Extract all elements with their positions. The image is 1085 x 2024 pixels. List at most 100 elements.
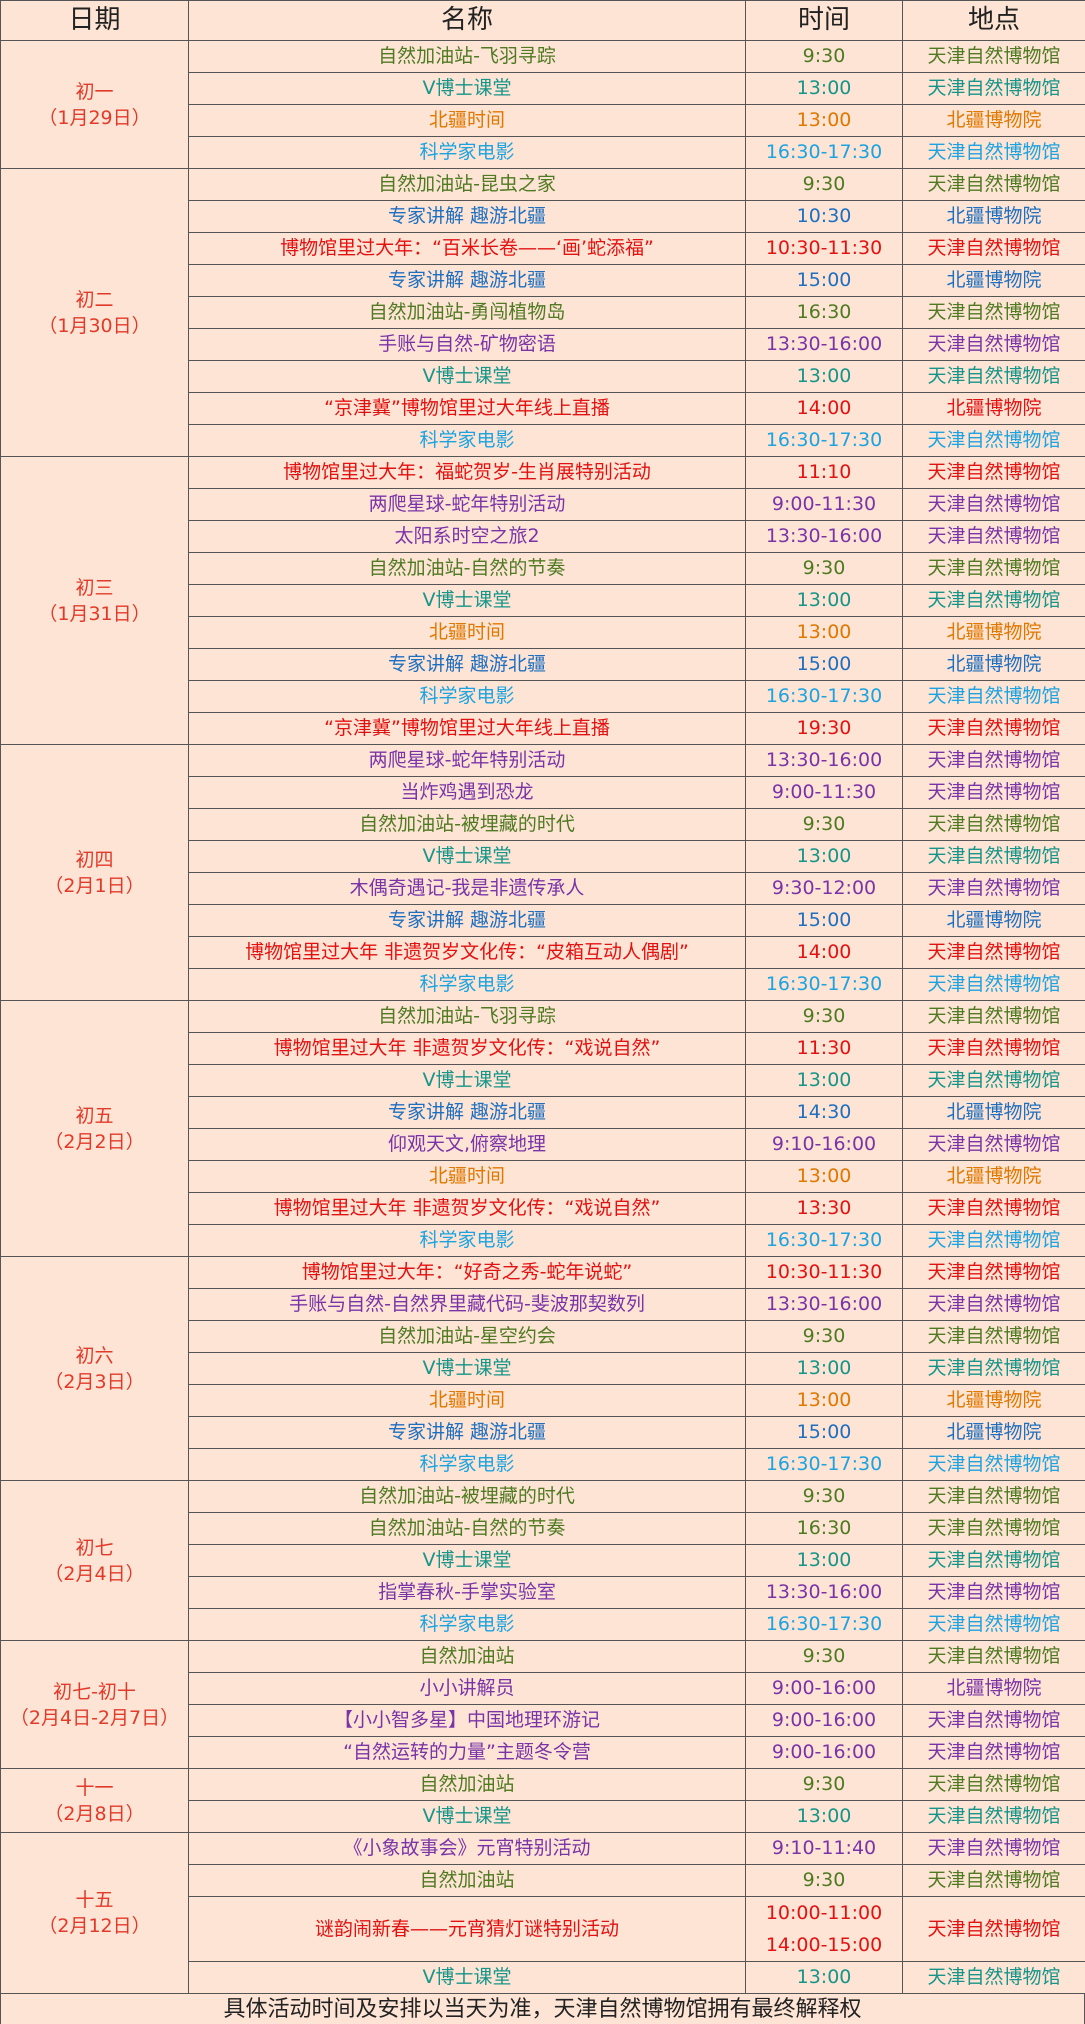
activity-place: 北疆博物院 — [902, 904, 1085, 937]
schedule-row: 科学家电影 16:30-17:30 天津自然博物馆 — [1, 1224, 1085, 1257]
activity-name: 《小象故事会》元宵特别活动 — [188, 1832, 746, 1865]
date-cell: 初二 （1月30日） — [0, 168, 189, 457]
activity-name: 手账与自然-自然界里藏代码-斐波那契数列 — [188, 1288, 746, 1321]
activity-time: 9:10-11:40 — [745, 1832, 903, 1865]
activity-place: 天津自然博物馆 — [902, 968, 1085, 1001]
activity-place: 天津自然博物馆 — [902, 1608, 1085, 1641]
date-label: 初四 — [75, 848, 114, 871]
activity-name: 【小小智多星】中国地理环游记 — [188, 1704, 746, 1737]
date-cell: 初七-初十 （2月4日-2月7日） — [0, 1640, 189, 1769]
schedule-row: 科学家电影 16:30-17:30 天津自然博物馆 — [1, 1448, 1085, 1481]
activity-place: 天津自然博物馆 — [902, 520, 1085, 553]
date-sub-label: （2月3日） — [44, 1370, 145, 1393]
schedule-row: 北疆时间 13:00 北疆博物院 — [1, 616, 1085, 649]
schedule-row: “京津冀”博物馆里过大年线上直播 14:00 北疆博物院 — [1, 392, 1085, 425]
date-sub-label: （2月1日） — [44, 874, 145, 897]
activity-place: 天津自然博物馆 — [902, 584, 1085, 617]
activity-place: 天津自然博物馆 — [902, 776, 1085, 809]
activity-name: 自然加油站 — [188, 1640, 746, 1673]
activity-place: 天津自然博物馆 — [902, 1961, 1085, 1994]
activity-place: 天津自然博物馆 — [902, 1704, 1085, 1737]
schedule-row: “京津冀”博物馆里过大年线上直播 19:30 天津自然博物馆 — [1, 712, 1085, 745]
activity-place: 天津自然博物馆 — [902, 712, 1085, 745]
activity-time: 9:30 — [745, 1864, 903, 1897]
activity-place: 北疆博物院 — [902, 1416, 1085, 1449]
activity-name: 手账与自然-矿物密语 — [188, 328, 746, 361]
activity-time: 13:00 — [745, 616, 903, 649]
schedule-row: 博物馆里过大年 非遗贺岁文化传：“皮箱互动人偶剧” 14:00 天津自然博物馆 — [1, 936, 1085, 969]
date-sub-label: （2月4日） — [44, 1562, 145, 1585]
activity-time: 11:30 — [745, 1032, 903, 1065]
activity-name: 木偶奇遇记-我是非遗传承人 — [188, 872, 746, 905]
activity-place: 北疆博物院 — [902, 648, 1085, 681]
schedule-row: 专家讲解 趣游北疆 15:00 北疆博物院 — [1, 264, 1085, 297]
header-row: 日期 名称 时间 地点 — [0, 0, 1085, 41]
activity-name: V博士课堂 — [188, 1961, 746, 1994]
activity-name: 博物馆里过大年：“百米长卷——‘画’蛇添福” — [188, 232, 746, 265]
activity-place: 天津自然博物馆 — [902, 1064, 1085, 1097]
activity-time: 15:00 — [745, 648, 903, 681]
activity-time: 13:30-16:00 — [745, 744, 903, 777]
activity-time: 14:30 — [745, 1096, 903, 1129]
activity-name: 博物馆里过大年 非遗贺岁文化传：“皮箱互动人偶剧” — [188, 936, 746, 969]
date-cell: 十一 （2月8日） — [0, 1768, 189, 1833]
activity-time: 9:30 — [745, 1000, 903, 1033]
activity-place: 天津自然博物馆 — [902, 1256, 1085, 1289]
activity-place: 天津自然博物馆 — [902, 456, 1085, 489]
date-sub-label: （2月2日） — [44, 1130, 145, 1153]
schedule-row: 博物馆里过大年 非遗贺岁文化传：“戏说自然” 11:30 天津自然博物馆 — [1, 1032, 1085, 1065]
activity-name: 小小讲解员 — [188, 1672, 746, 1705]
activity-place: 北疆博物院 — [902, 392, 1085, 425]
activity-place: 天津自然博物馆 — [902, 328, 1085, 361]
activity-time: 10:00-11:00 14:00-15:00 — [745, 1896, 903, 1962]
schedule-row: 专家讲解 趣游北疆 10:30 北疆博物院 — [1, 200, 1085, 233]
activity-time: 13:00 — [745, 1384, 903, 1417]
header-cell: 名称 — [188, 0, 746, 41]
schedule-row: 专家讲解 趣游北疆 15:00 北疆博物院 — [1, 904, 1085, 937]
date-cell: 初五 （2月2日） — [0, 1000, 189, 1257]
activity-name: “京津冀”博物馆里过大年线上直播 — [188, 712, 746, 745]
activity-place: 天津自然博物馆 — [902, 1896, 1085, 1962]
schedule-row: 指掌春秋-手掌实验室 13:30-16:00 天津自然博物馆 — [1, 1576, 1085, 1609]
schedule-row: 科学家电影 16:30-17:30 天津自然博物馆 — [1, 424, 1085, 457]
activity-place: 天津自然博物馆 — [902, 1192, 1085, 1225]
schedule-row: V博士课堂 13:00 天津自然博物馆 — [1, 840, 1085, 873]
activity-name: 专家讲解 趣游北疆 — [188, 264, 746, 297]
activity-place: 天津自然博物馆 — [902, 1544, 1085, 1577]
activity-time: 16:30-17:30 — [745, 1608, 903, 1641]
activity-time: 16:30-17:30 — [745, 1448, 903, 1481]
activity-time: 9:30 — [745, 168, 903, 201]
activity-name: 自然加油站-飞羽寻踪 — [188, 40, 746, 73]
schedule-row: 十一 （2月8日） 自然加油站 9:30 天津自然博物馆 — [0, 1768, 1085, 1833]
schedule-row: V博士课堂 13:00 天津自然博物馆 — [1, 1544, 1085, 1577]
activity-time: 13:00 — [745, 1160, 903, 1193]
schedule-row: 北疆时间 13:00 北疆博物院 — [1, 104, 1085, 137]
activity-time: 14:00 — [745, 936, 903, 969]
activity-time: 16:30 — [745, 1512, 903, 1545]
activity-name: V博士课堂 — [188, 1800, 746, 1833]
date-sub-label: （1月30日） — [38, 314, 151, 337]
time-line: 10:00-11:00 — [765, 1902, 883, 1924]
activity-place: 天津自然博物馆 — [902, 872, 1085, 905]
activity-place: 天津自然博物馆 — [902, 296, 1085, 329]
schedule-row: 北疆时间 13:00 北疆博物院 — [1, 1160, 1085, 1193]
header-cell: 时间 — [745, 0, 903, 41]
activity-time: 13:00 — [745, 1544, 903, 1577]
activity-time: 15:00 — [745, 1416, 903, 1449]
activity-place: 北疆博物院 — [902, 1160, 1085, 1193]
activity-place: 天津自然博物馆 — [902, 840, 1085, 873]
activity-name: 科学家电影 — [188, 1224, 746, 1257]
schedule-row: 【小小智多星】中国地理环游记 9:00-16:00 天津自然博物馆 — [1, 1704, 1085, 1737]
activity-name: 北疆时间 — [188, 616, 746, 649]
activity-place: 北疆博物院 — [902, 1384, 1085, 1417]
activity-name: 自然加油站-勇闯植物岛 — [188, 296, 746, 329]
schedule-row: 北疆时间 13:00 北疆博物院 — [1, 1384, 1085, 1417]
date-label: 初七-初十 — [53, 1680, 136, 1703]
activity-time: 13:30-16:00 — [745, 520, 903, 553]
date-cell: 初三 （1月31日） — [0, 456, 189, 745]
activity-name: 自然加油站-被埋藏的时代 — [188, 1480, 746, 1513]
schedule-row: 博物馆里过大年：“百米长卷——‘画’蛇添福” 10:30-11:30 天津自然博物馆 — [1, 232, 1085, 265]
activity-place: 天津自然博物馆 — [902, 72, 1085, 105]
activity-name: 自然加油站-自然的节奏 — [188, 552, 746, 585]
schedule-row: 博物馆里过大年 非遗贺岁文化传：“戏说自然” 13:30 天津自然博物馆 — [1, 1192, 1085, 1225]
